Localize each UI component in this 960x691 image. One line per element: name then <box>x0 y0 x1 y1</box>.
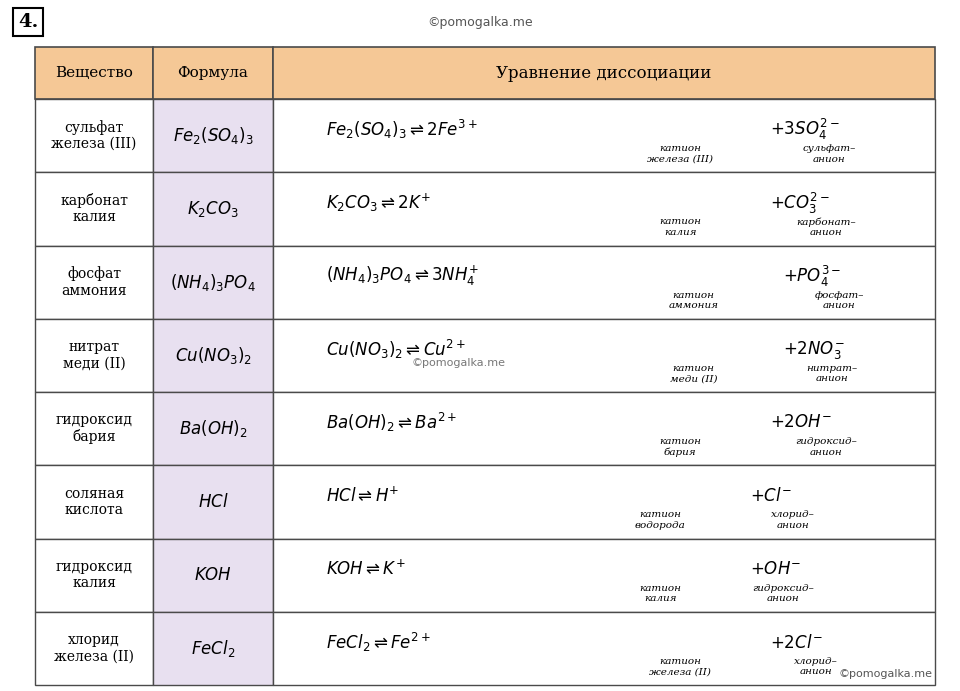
Text: катион
калия: катион калия <box>660 218 701 237</box>
Text: нитрат
меди (II): нитрат меди (II) <box>62 340 126 370</box>
Text: фосфат–
анион: фосфат– анион <box>814 291 864 310</box>
Text: катион
железа (II): катион железа (II) <box>649 657 711 676</box>
Bar <box>153 538 273 612</box>
Text: $HCl \rightleftharpoons H^{+}$: $HCl \rightleftharpoons H^{+}$ <box>326 486 399 506</box>
Text: хлорид
железа (II): хлорид железа (II) <box>54 633 134 663</box>
Text: $K_2CO_3 \rightleftharpoons 2K^{+}$: $K_2CO_3 \rightleftharpoons 2K^{+}$ <box>326 192 431 214</box>
Bar <box>273 99 935 172</box>
Bar <box>35 392 153 465</box>
Text: $KOH \rightleftharpoons K^{+}$: $KOH \rightleftharpoons K^{+}$ <box>326 560 405 579</box>
Bar <box>273 612 935 685</box>
Text: $+ Cl^{-}$: $+ Cl^{-}$ <box>750 487 792 505</box>
Text: хлорид–
анион: хлорид– анион <box>794 657 838 676</box>
Text: 4.: 4. <box>18 13 38 31</box>
Text: $K_2CO_3$: $K_2CO_3$ <box>187 199 239 219</box>
Text: $FeCl_2$: $FeCl_2$ <box>191 638 235 659</box>
Bar <box>153 612 273 685</box>
Bar <box>273 319 935 392</box>
Bar <box>273 538 935 612</box>
Text: гидроксид–
анион: гидроксид– анион <box>795 437 856 457</box>
Bar <box>35 172 153 245</box>
Text: $+ 2NO_3^{-}$: $+ 2NO_3^{-}$ <box>782 339 845 361</box>
Bar <box>35 612 153 685</box>
Bar <box>153 47 273 99</box>
Text: гидроксид–
анион: гидроксид– анион <box>752 584 814 603</box>
Bar <box>153 465 273 538</box>
Text: гидроксид
бария: гидроксид бария <box>56 413 132 444</box>
Text: $+ OH^{-}$: $+ OH^{-}$ <box>750 561 801 578</box>
Text: катион
водорода: катион водорода <box>635 511 685 530</box>
Bar <box>35 245 153 319</box>
Text: Уравнение диссоциации: Уравнение диссоциации <box>496 64 711 82</box>
Text: ©pomogalka.me: ©pomogalka.me <box>839 669 933 679</box>
Text: $+ CO_3^{2-}$: $+ CO_3^{2-}$ <box>770 191 829 216</box>
Bar <box>35 99 153 172</box>
Bar <box>35 538 153 612</box>
Text: соляная
кислота: соляная кислота <box>64 486 124 517</box>
Bar <box>153 245 273 319</box>
Text: $+ 2OH^{-}$: $+ 2OH^{-}$ <box>770 415 831 431</box>
Text: $HCl$: $HCl$ <box>198 493 228 511</box>
Text: $Ba(OH)_2$: $Ba(OH)_2$ <box>179 418 248 439</box>
Text: $FeCl_2 \rightleftharpoons Fe^{2+}$: $FeCl_2 \rightleftharpoons Fe^{2+}$ <box>326 631 431 654</box>
Bar <box>273 465 935 538</box>
Text: катион
калия: катион калия <box>639 584 682 603</box>
Text: $+ PO_4^{3-}$: $+ PO_4^{3-}$ <box>782 264 841 289</box>
Text: нитрат–
анион: нитрат– анион <box>806 364 858 384</box>
Text: гидроксид
калия: гидроксид калия <box>56 560 132 590</box>
Text: $Ba(OH)_2 \rightleftharpoons Ba^{2+}$: $Ba(OH)_2 \rightleftharpoons Ba^{2+}$ <box>326 411 457 435</box>
Bar <box>153 172 273 245</box>
Bar <box>35 47 153 99</box>
Text: сульфат–
анион: сульфат– анион <box>803 144 855 164</box>
Bar <box>35 465 153 538</box>
Bar <box>273 47 935 99</box>
Text: $KOH$: $KOH$ <box>194 567 232 584</box>
Text: Вещество: Вещество <box>55 66 132 80</box>
Bar <box>153 319 273 392</box>
Text: ©pomogalka.me: ©pomogalka.me <box>411 358 505 368</box>
Text: фосфат
аммония: фосфат аммония <box>61 267 127 298</box>
Text: $+ 2Cl^{-}$: $+ 2Cl^{-}$ <box>770 634 822 652</box>
Text: $Fe_2(SO_4)_3 \rightleftharpoons 2Fe^{3+}$: $Fe_2(SO_4)_3 \rightleftharpoons 2Fe^{3+… <box>326 118 478 142</box>
Text: $Fe_2(SO_4)_3$: $Fe_2(SO_4)_3$ <box>173 125 253 146</box>
Text: $(NH_4)_3PO_4$: $(NH_4)_3PO_4$ <box>170 272 256 292</box>
Bar <box>273 245 935 319</box>
Text: карбонат
калия: карбонат калия <box>60 193 128 225</box>
Text: карбонат–
анион: карбонат– анион <box>796 217 855 237</box>
Bar <box>273 392 935 465</box>
Bar <box>153 99 273 172</box>
Bar <box>153 392 273 465</box>
Text: $(NH_4)_3PO_4 \rightleftharpoons 3NH_4^{+}$: $(NH_4)_3PO_4 \rightleftharpoons 3NH_4^{… <box>326 264 478 288</box>
Text: Формула: Формула <box>178 66 249 80</box>
Text: $Cu(NO_3)_2$: $Cu(NO_3)_2$ <box>175 345 252 366</box>
Text: катион
аммония: катион аммония <box>668 291 718 310</box>
Text: катион
меди (II): катион меди (II) <box>670 364 717 384</box>
Bar <box>273 172 935 245</box>
Text: сульфат
железа (III): сульфат железа (III) <box>51 120 136 151</box>
Text: хлорид–
анион: хлорид– анион <box>771 511 815 530</box>
Text: катион
бария: катион бария <box>660 437 701 457</box>
Text: ©pomogalka.me: ©pomogalka.me <box>427 15 533 28</box>
Text: $Cu(NO_3)_2 \rightleftharpoons Cu^{2+}$: $Cu(NO_3)_2 \rightleftharpoons Cu^{2+}$ <box>326 338 467 361</box>
Text: $+ 3SO_4^{2-}$: $+ 3SO_4^{2-}$ <box>770 117 839 142</box>
Bar <box>35 319 153 392</box>
Text: катион
железа (III): катион железа (III) <box>647 144 713 164</box>
